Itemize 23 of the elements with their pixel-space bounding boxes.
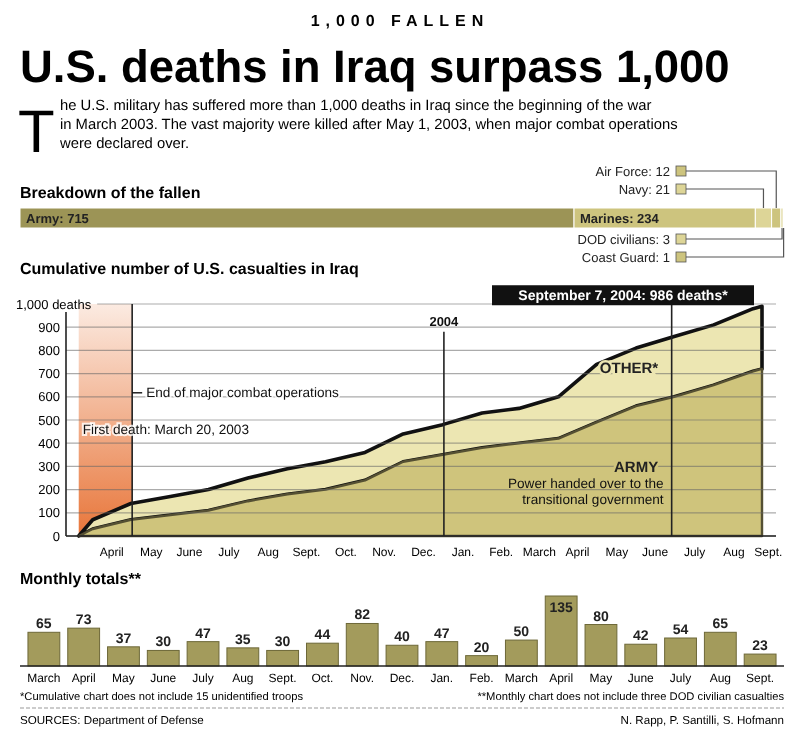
chart-title: Cumulative number of U.S. casualties in Iraq — [20, 260, 359, 278]
bar — [584, 624, 618, 667]
bar — [743, 653, 777, 667]
text: 1,000 FALLEN — [310, 12, 490, 30]
bar — [385, 644, 419, 667]
bar — [504, 639, 538, 667]
bar — [306, 642, 339, 667]
bar — [266, 649, 300, 667]
bar — [345, 622, 379, 667]
chart-title: Breakdown of the fallen — [20, 184, 201, 202]
bar — [67, 627, 101, 667]
text: U.S. deaths in Iraq surpass 1,000 — [20, 40, 730, 92]
bar — [146, 649, 180, 667]
bar — [703, 631, 737, 667]
bar — [107, 646, 140, 667]
bar — [664, 637, 697, 667]
bar — [27, 631, 61, 667]
bar — [544, 595, 578, 667]
bar — [624, 643, 658, 667]
chart-title: Monthly totals** — [20, 570, 143, 588]
bar — [186, 641, 220, 667]
bar — [425, 641, 459, 667]
bar — [226, 647, 260, 667]
